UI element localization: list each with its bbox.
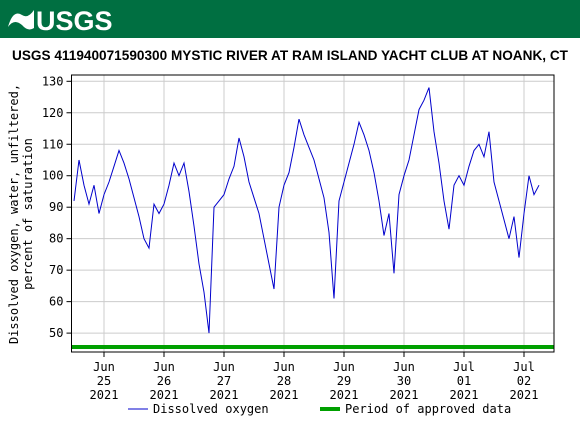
y-tick-label: 60: [49, 295, 63, 309]
x-tick-label: Jul: [453, 360, 475, 374]
x-tick-label: 02: [517, 374, 531, 388]
chart-title: USGS 411940071590300 MYSTIC RIVER AT RAM…: [12, 47, 568, 63]
x-tick-label: 2021: [510, 388, 539, 402]
x-tick-label: 2021: [450, 388, 479, 402]
data-line: [73, 87, 540, 334]
plot-frame: [71, 74, 555, 353]
x-tick-label: 25: [97, 374, 111, 388]
y-label-line: percent of saturation: [21, 138, 35, 290]
x-tick-label: Jun: [393, 360, 415, 374]
y-tick-label: 70: [49, 263, 63, 277]
x-tick-label: 29: [337, 374, 351, 388]
x-tick-label: 30: [397, 374, 411, 388]
x-tick-label: 2021: [90, 388, 119, 402]
y-tick-label: 90: [49, 200, 63, 214]
legend-label: Period of approved data: [345, 402, 511, 416]
x-tick-label: 01: [457, 374, 471, 388]
x-tick-label: 2021: [390, 388, 419, 402]
logo-text: USGS: [36, 6, 113, 36]
x-tick-label: Jun: [213, 360, 235, 374]
x-tick-label: 27: [217, 374, 231, 388]
x-tick-label: 26: [157, 374, 171, 388]
y-tick-label: 100: [42, 169, 64, 183]
x-tick-label: Jun: [153, 360, 175, 374]
x-tick-label: 28: [277, 374, 291, 388]
x-tick-label: Jun: [273, 360, 295, 374]
y-tick-label: 110: [42, 137, 64, 151]
x-tick-label: Jun: [93, 360, 115, 374]
x-tick-label: Jul: [513, 360, 535, 374]
header-bar: [0, 0, 580, 38]
y-label-line: Dissolved oxygen, water, unfiltered,: [7, 84, 21, 344]
legend-label: Dissolved oxygen: [153, 402, 269, 416]
x-tick-label: Jun: [333, 360, 355, 374]
y-tick-label: 50: [49, 326, 63, 340]
x-tick-label: 2021: [330, 388, 359, 402]
logo-icon: [8, 10, 34, 30]
y-tick-label: 120: [42, 106, 64, 120]
x-tick-label: 2021: [210, 388, 239, 402]
x-tick-label: 2021: [150, 388, 179, 402]
y-axis-label: Dissolved oxygen, water, unfiltered, per…: [7, 84, 35, 344]
x-tick-label: 2021: [270, 388, 299, 402]
y-tick-label: 80: [49, 232, 63, 246]
y-tick-label: 130: [42, 74, 64, 88]
